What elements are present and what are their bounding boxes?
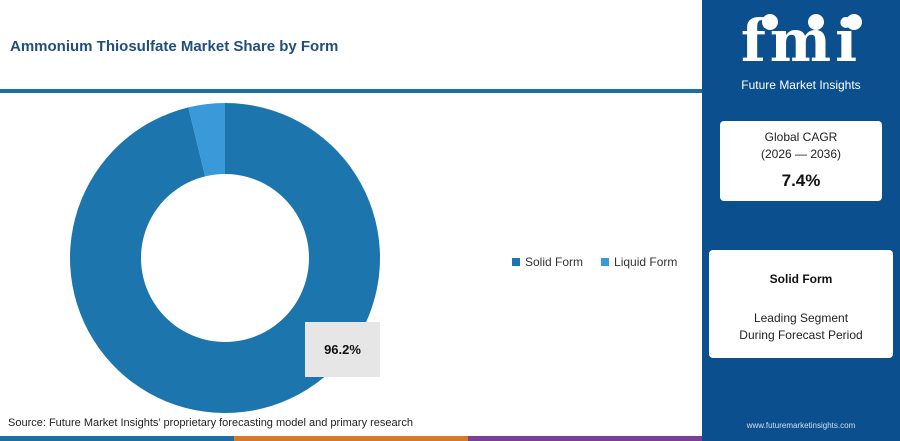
legend-item-solid: Solid Form (512, 255, 583, 269)
bottom-bar-orange (234, 436, 468, 441)
legend-label-liquid: Liquid Form (614, 255, 678, 269)
bottom-color-bar (0, 436, 702, 441)
donut-slice-liquid-form (188, 103, 225, 177)
website-link[interactable]: www.futuremarketinsights.com (746, 421, 856, 430)
bottom-bar-purple (468, 436, 702, 441)
segment-desc-line2: During Forecast Period (739, 328, 863, 342)
cagr-label-line1: Global CAGR (764, 130, 838, 144)
segment-name: Solid Form (769, 272, 833, 286)
sidebar: fmi Future Market Insights (702, 0, 900, 441)
bottom-bar-blue (0, 436, 234, 441)
globe-icons (762, 14, 862, 30)
logo-tagline: Future Market Insights (741, 78, 861, 92)
legend-label-solid: Solid Form (525, 255, 584, 269)
source-note: Source: Future Market Insights’ propriet… (8, 417, 413, 429)
legend-swatch-liquid (601, 258, 610, 266)
segment-desc-line1: Leading Segment (753, 311, 849, 325)
page-title: Ammonium Thiosulfate Market Share by For… (10, 38, 339, 55)
donut-slice-solid-form (69, 103, 380, 414)
cagr-card: Global CAGR (2026 — 2036) 7.4% (720, 121, 882, 201)
chart-legend: Solid Form Liquid Form (512, 255, 677, 269)
header: Ammonium Thiosulfate Market Share by For… (0, 0, 702, 93)
legend-item-liquid: Liquid Form (601, 255, 677, 269)
segment-value-label: 96.2% (305, 322, 380, 377)
title-divider (0, 89, 702, 93)
logo-letters: fmi (740, 7, 862, 75)
cagr-value: 7.4% (781, 171, 821, 190)
segment-description: Leading Segment During Forecast Period (709, 310, 893, 344)
legend-swatch-solid (512, 258, 520, 266)
leading-segment-card: Solid Form Leading Segment During Foreca… (709, 250, 893, 358)
fmi-logo: fmi Future Market Insights (702, 6, 900, 102)
donut-chart (69, 103, 380, 414)
cagr-label: Global CAGR (2026 — 2036) (720, 129, 882, 163)
cagr-label-line2: (2026 — 2036) (760, 147, 842, 161)
